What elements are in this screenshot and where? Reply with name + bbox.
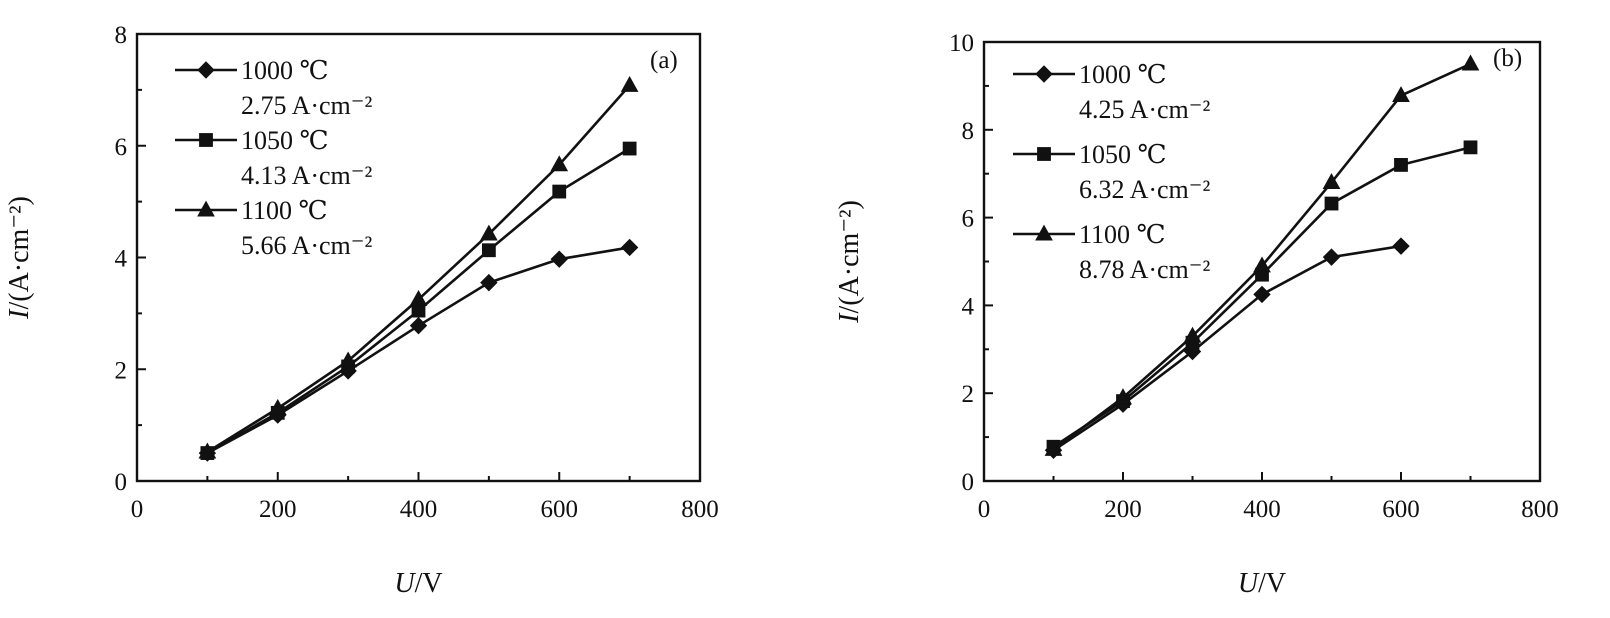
y-axis-label-symbol: I [4, 308, 35, 320]
data-point-1 [411, 303, 426, 318]
legend-note: 5.66 A·cm⁻² [241, 231, 372, 260]
data-point-2 [1183, 326, 1202, 343]
legend-note: 8.78 A·cm⁻² [1079, 255, 1210, 284]
x-tick-label: 400 [400, 496, 438, 523]
data-point-2 [1461, 54, 1480, 71]
data-point-0 [480, 273, 498, 292]
data-point-2 [198, 442, 217, 459]
x-axis-label-unit: /V [415, 568, 443, 599]
data-point-2 [268, 398, 287, 415]
data-point-2 [620, 75, 639, 92]
data-point-1 [481, 243, 496, 258]
panel-tag: (a) [650, 47, 678, 74]
legend-label: 1100 ℃ [241, 196, 328, 225]
x-axis-label: U/V [1238, 568, 1286, 599]
y-tick-label: 2 [962, 381, 975, 408]
legend-note: 2.75 A·cm⁻² [241, 91, 372, 120]
data-point-1 [1324, 196, 1339, 211]
x-tick-label: 0 [131, 496, 144, 523]
data-point-2 [1253, 256, 1271, 273]
x-tick-label: 800 [1521, 496, 1559, 523]
x-tick-label: 400 [1243, 496, 1281, 523]
data-point-2 [550, 155, 569, 172]
panel-tag: (b) [1493, 45, 1522, 72]
data-point-1 [622, 141, 637, 156]
legend-label: 1000 ℃ [241, 56, 329, 85]
legend-note: 4.25 A·cm⁻² [1079, 95, 1210, 124]
data-point-0 [1392, 237, 1410, 255]
data-point-2 [1044, 439, 1063, 456]
legend-note: 6.32 A·cm⁻² [1079, 175, 1210, 204]
chart-panel-b: 0 200 400 600 800 0 2 4 6 8 10 U/V I/(A·cm⁻²) (b) 1000… [834, 30, 1559, 599]
y-tick-label: 0 [962, 469, 975, 496]
data-point-2 [1114, 388, 1132, 405]
legend-label: 1050 ℃ [1079, 140, 1167, 169]
chart-panel-a: 0 200 400 600 800 0 2 4 6 8 U/V I/(A·cm⁻²) (a) 1000 ℃… [4, 22, 719, 599]
data-point-1 [1394, 158, 1408, 172]
legend-marker [1035, 65, 1053, 83]
x-axis-label-symbol: U [394, 568, 416, 599]
y-tick-label: 8 [115, 22, 128, 49]
y-axis-label: I/(A·cm⁻²) [4, 196, 35, 320]
x-axis-label: U/V [394, 568, 442, 599]
x-tick-label: 600 [1382, 496, 1420, 523]
x-tick-label: 0 [978, 496, 991, 523]
data-point-0 [1322, 248, 1341, 266]
y-tick-label: 4 [115, 246, 128, 273]
data-point-1 [1463, 140, 1478, 155]
x-tick-label: 200 [1104, 496, 1142, 523]
y-axis-label-symbol: I [834, 312, 865, 324]
data-point-1 [552, 184, 567, 199]
y-tick-label: 6 [115, 134, 128, 161]
legend-label: 1050 ℃ [241, 126, 329, 155]
legend-label: 1000 ℃ [1079, 60, 1167, 89]
y-tick-label: 6 [962, 206, 975, 233]
y-axis-label-unit: /(A·cm⁻²) [4, 196, 35, 309]
legend-note: 4.13 A·cm⁻² [241, 161, 372, 190]
series-line-0 [1052, 244, 1402, 452]
x-tick-label: 800 [681, 496, 719, 523]
data-point-2 [339, 351, 357, 368]
legend-marker [197, 61, 215, 79]
data-point-0 [1253, 285, 1271, 304]
legend-marker [1035, 224, 1053, 241]
y-tick-label: 2 [115, 357, 128, 384]
legend-marker [199, 133, 213, 147]
legend-marker [197, 200, 215, 217]
x-tick-label: 600 [541, 496, 579, 523]
data-point-2 [409, 289, 428, 306]
data-point-2 [1392, 86, 1410, 103]
x-tick-label: 200 [259, 496, 297, 523]
series-line-0 [206, 246, 630, 455]
data-point-0 [550, 250, 568, 268]
y-tick-label: 4 [962, 293, 975, 320]
y-tick-label: 0 [115, 469, 128, 496]
data-point-0 [620, 238, 639, 257]
data-point-2 [480, 224, 498, 241]
legend-label: 1100 ℃ [1079, 220, 1166, 249]
y-axis-label: I/(A·cm⁻²) [834, 200, 865, 324]
data-point-2 [1322, 173, 1341, 189]
y-tick-label: 10 [949, 30, 974, 57]
y-tick-label: 8 [962, 118, 975, 145]
y-axis-label-unit: /(A·cm⁻²) [834, 200, 865, 313]
x-axis-label-symbol: U [1238, 568, 1260, 599]
data-point-0 [409, 316, 428, 335]
legend-marker [1037, 147, 1051, 161]
x-axis-label-unit: /V [1258, 568, 1286, 599]
